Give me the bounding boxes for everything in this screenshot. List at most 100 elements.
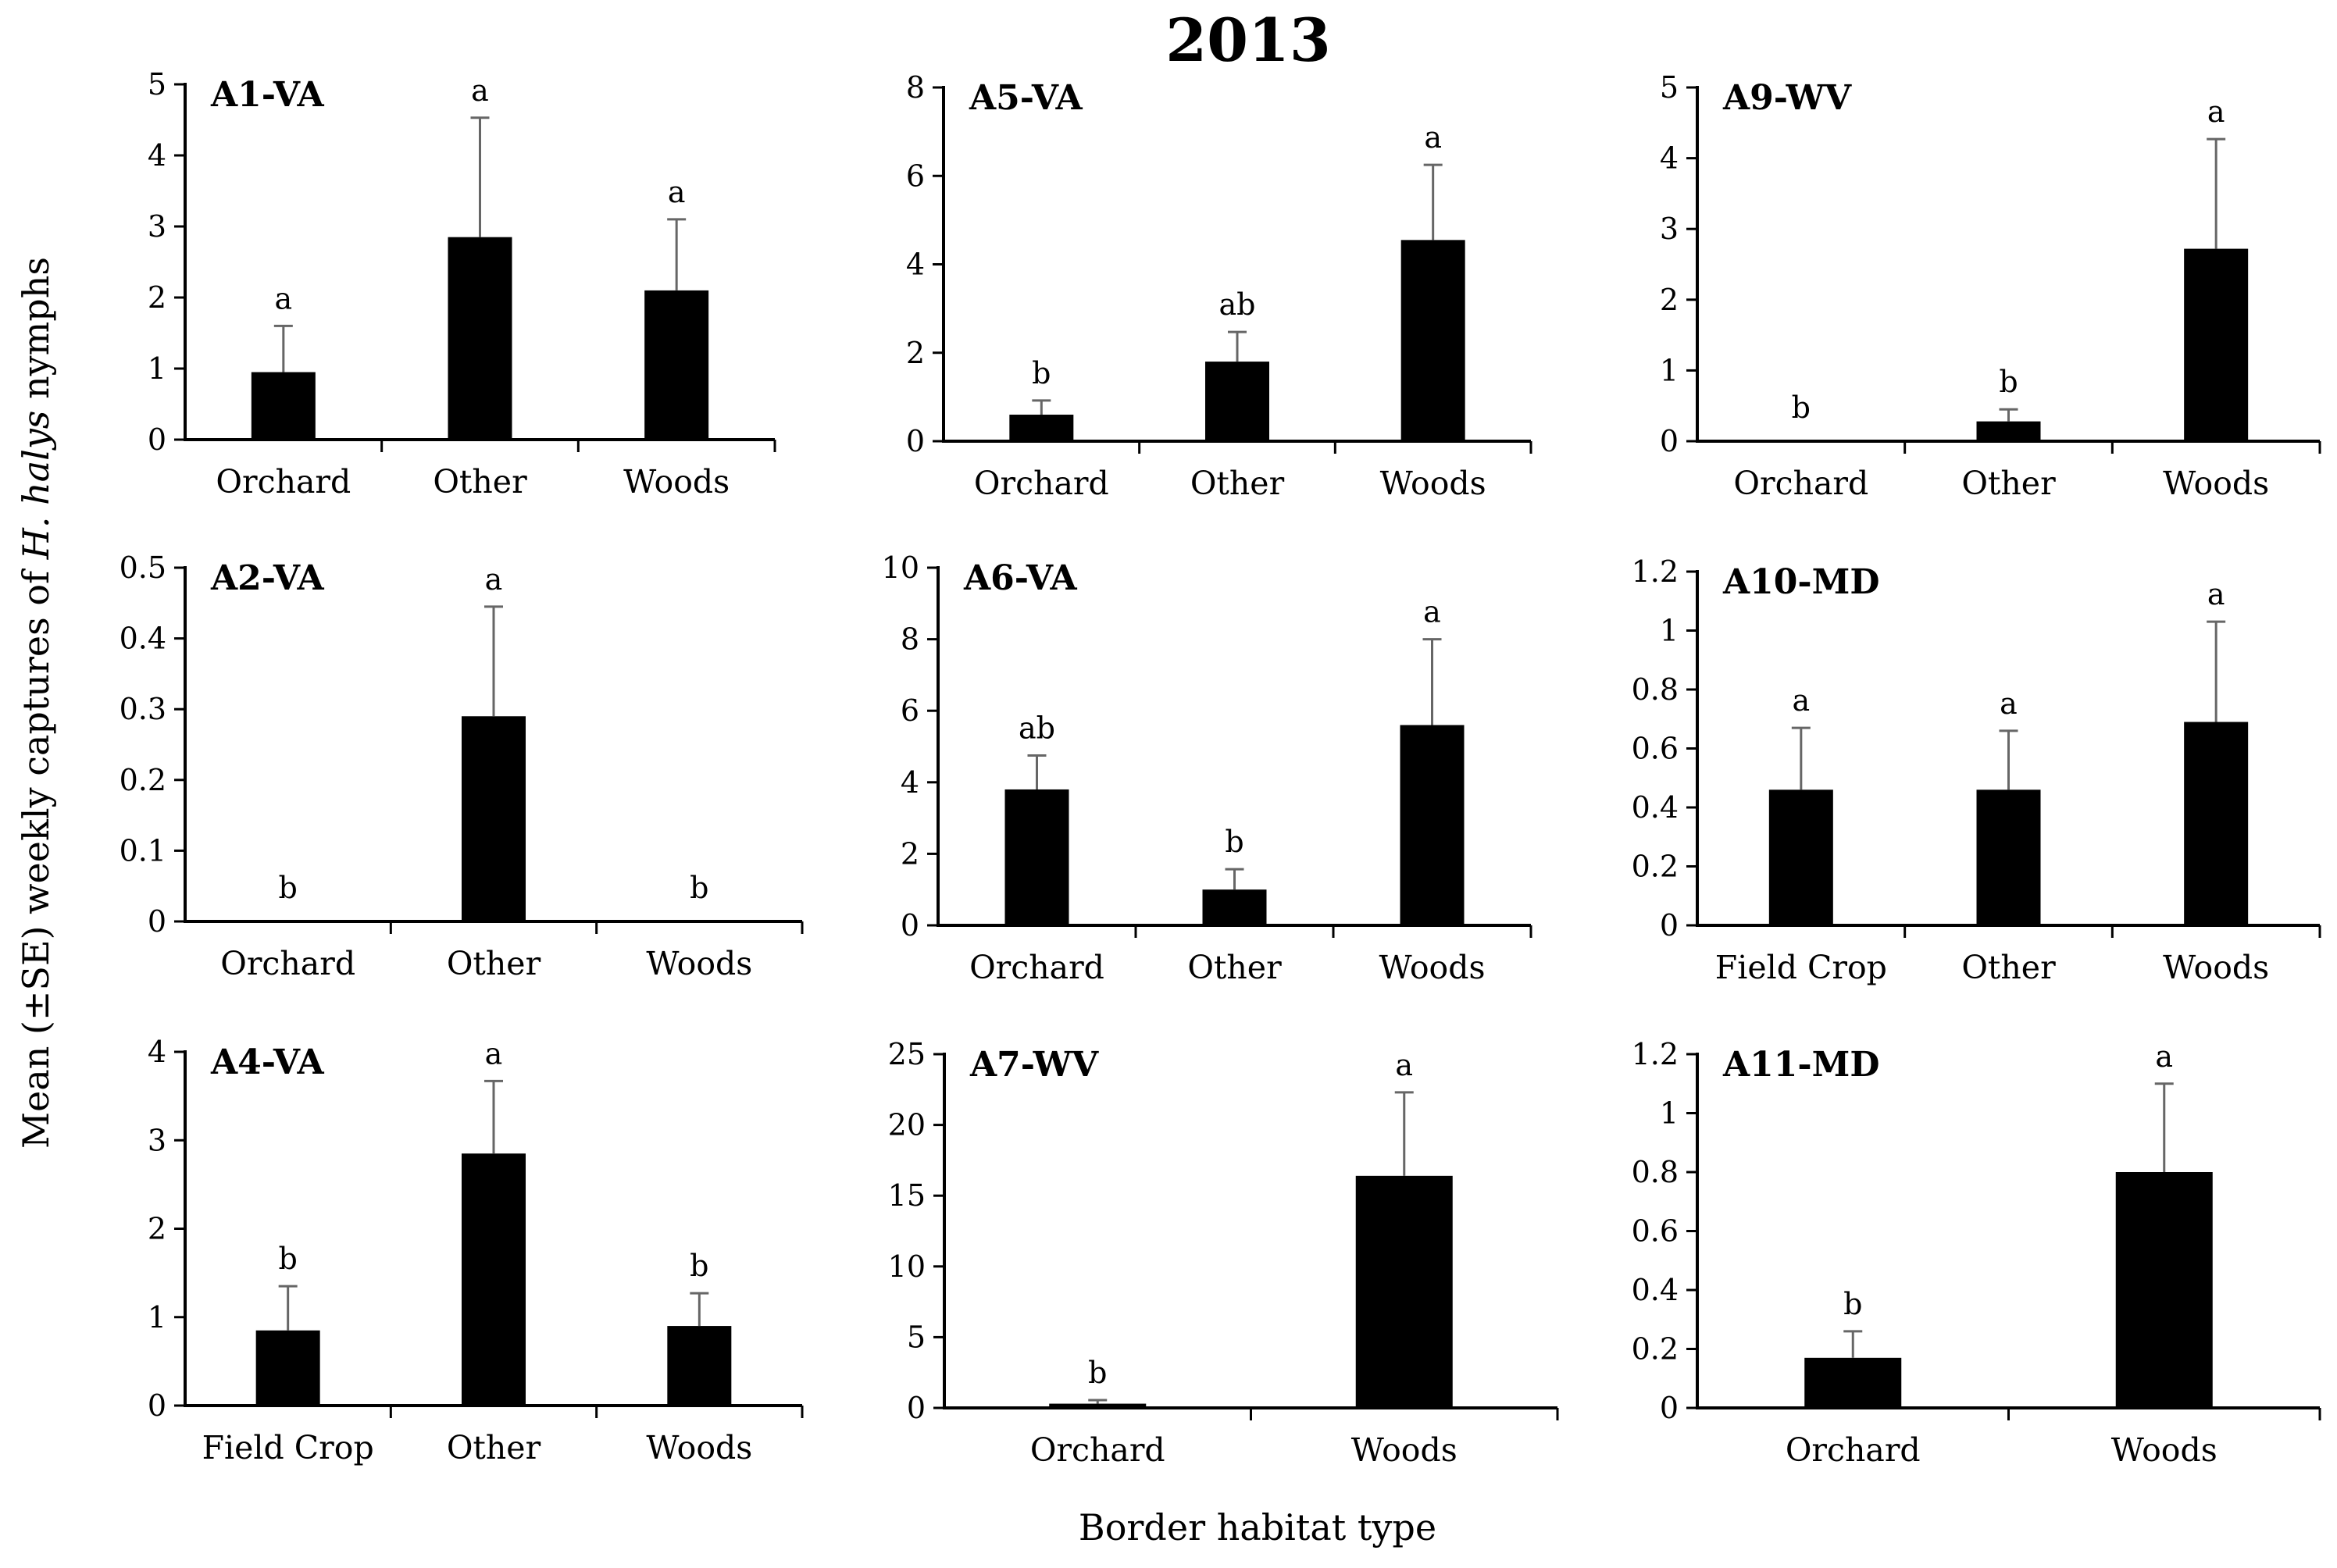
panel-a7-wv: 0 5 10 15 20 25 A7-WV b Orchard a Woods — [888, 1037, 1559, 1469]
y-tick-label: 0.2 — [1632, 850, 1679, 884]
panel-a10-md: 0 0.2 0.4 0.6 0.8 1 1.2 A10-MD a Field Crop a Other… — [1632, 554, 2321, 986]
bar — [1976, 421, 2041, 441]
panel-label: A4-VA — [210, 1042, 325, 1082]
figure-title: 2013 — [1165, 5, 1331, 75]
panel-a5-va: 0 2 4 6 8 A5-VA b Orchard ab Other a Woods — [906, 70, 1532, 502]
bar — [1205, 362, 1269, 441]
bar — [251, 372, 316, 440]
significance-letter: a — [2207, 577, 2225, 611]
significance-letter: b — [279, 871, 298, 905]
y-tick-label: 2 — [901, 836, 919, 871]
panel-label: A11-MD — [1722, 1045, 1880, 1085]
x-axis-label: Border habitat type — [1079, 1506, 1436, 1548]
y-tick-label: 10 — [882, 551, 919, 585]
y-tick-label: 4 — [148, 1035, 166, 1069]
significance-letter: b — [1032, 356, 1051, 390]
y-tick-label: 0 — [148, 1388, 166, 1423]
bar — [1009, 415, 1074, 441]
y-tick-label: 1 — [1660, 614, 1679, 648]
y-tick-label: 2 — [1660, 283, 1679, 317]
panel-a1-va: 0 1 2 3 4 5 A1-VA a Orchard a Other a Woods — [148, 67, 776, 501]
y-tick-label: 0.2 — [120, 763, 166, 797]
y-tick-label: 0.4 — [120, 622, 166, 656]
significance-letter: ab — [1219, 287, 1256, 322]
category-label: Orchard — [220, 945, 355, 982]
significance-letter: a — [2000, 686, 2018, 721]
category-label: Other — [447, 1429, 541, 1466]
bar — [462, 716, 526, 921]
category-label: Other — [447, 945, 541, 982]
category-label: Other — [1961, 465, 2056, 502]
significance-letter: a — [668, 175, 686, 209]
y-axis-label-species: H. halys — [15, 411, 57, 561]
bar — [2115, 1172, 2213, 1408]
bar — [255, 1330, 320, 1406]
category-label: Woods — [2163, 465, 2269, 502]
category-label: Other — [433, 463, 527, 501]
category-label: Other — [1961, 949, 2056, 986]
y-tick-label: 0.6 — [1632, 732, 1679, 766]
panel-a11-md: 0 0.2 0.4 0.6 0.8 1 1.2 A11-MD b Orchard a Woods — [1632, 1037, 2321, 1469]
significance-letter: ab — [1019, 711, 1055, 745]
y-tick-label: 0 — [148, 904, 166, 939]
y-tick-label: 6 — [901, 693, 919, 728]
y-tick-label: 4 — [901, 765, 919, 800]
y-tick-label: 2 — [148, 1212, 166, 1246]
significance-letter: b — [1999, 365, 2018, 399]
y-tick-label: 5 — [148, 67, 166, 102]
panel-a9-wv: 0 1 2 3 4 5 A9-WV b Orchard b Other a Woods — [1660, 70, 2321, 502]
bar — [644, 290, 709, 440]
y-axis-label: Mean (±SE) weekly captures of H. halys n… — [15, 257, 57, 1149]
y-tick-label: 4 — [906, 248, 925, 282]
bar — [1400, 725, 1465, 925]
significance-letter: b — [690, 871, 708, 905]
y-tick-label: 25 — [888, 1037, 926, 1071]
significance-letter: b — [1843, 1287, 1862, 1321]
panel-label: A2-VA — [210, 558, 325, 598]
panel-a2-va: 0 0.1 0.2 0.3 0.4 0.5 A2-VA b Orchard a Other b Wood… — [120, 551, 804, 982]
significance-letter: b — [1088, 1356, 1107, 1390]
significance-letter: b — [690, 1249, 708, 1283]
y-tick-label: 1.2 — [1632, 554, 1679, 589]
y-tick-label: 5 — [907, 1320, 926, 1354]
bar — [1400, 240, 1465, 441]
y-tick-label: 0.4 — [1632, 1273, 1679, 1307]
bar — [667, 1326, 732, 1406]
y-tick-label: 2 — [148, 280, 166, 315]
category-label: Woods — [1380, 465, 1486, 502]
y-tick-label: 0 — [1660, 908, 1679, 943]
significance-letter: a — [1793, 683, 1811, 718]
bar — [448, 237, 512, 440]
y-tick-label: 1 — [1660, 353, 1679, 387]
y-tick-label: 3 — [148, 1123, 166, 1157]
y-tick-label: 1 — [1660, 1096, 1679, 1131]
y-axis-label-prefix: Mean (±SE) weekly captures of — [15, 559, 57, 1149]
significance-letter: a — [2207, 94, 2225, 129]
y-tick-label: 10 — [888, 1249, 926, 1284]
significance-letter: a — [485, 1036, 503, 1071]
y-tick-label: 1 — [148, 1300, 166, 1335]
y-tick-label: 0.4 — [1632, 790, 1679, 825]
y-tick-label: 5 — [1660, 70, 1679, 105]
category-label: Other — [1190, 465, 1285, 502]
y-tick-label: 0 — [1660, 1391, 1679, 1425]
y-axis-label-suffix: nymphs — [15, 257, 57, 411]
category-label: Orchard — [1733, 465, 1868, 502]
y-tick-label: 15 — [888, 1178, 926, 1213]
significance-letter: b — [279, 1242, 298, 1276]
significance-letter: a — [275, 281, 293, 315]
y-tick-label: 0.2 — [1632, 1332, 1679, 1367]
y-tick-label: 0 — [906, 424, 925, 458]
bar — [1049, 1403, 1147, 1408]
y-tick-label: 0.8 — [1632, 672, 1679, 707]
y-tick-label: 0 — [148, 422, 166, 457]
category-label: Woods — [2111, 1431, 2217, 1469]
significance-letter: a — [1423, 595, 1441, 629]
panel-a6-va: 0 2 4 6 8 10 A6-VA ab Orchard b Other a Woods — [882, 551, 1532, 986]
category-label: Woods — [1351, 1431, 1458, 1469]
y-tick-label: 0 — [901, 908, 919, 943]
y-tick-label: 20 — [888, 1108, 926, 1142]
bar — [2184, 722, 2249, 925]
panel-label: A7-WV — [969, 1045, 1099, 1085]
significance-letter: b — [1225, 825, 1243, 859]
